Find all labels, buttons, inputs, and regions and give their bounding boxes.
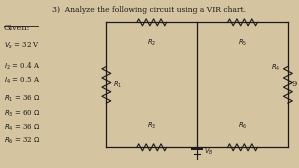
Text: $I_4$ = 0.5 A: $I_4$ = 0.5 A <box>4 76 40 86</box>
Text: $R_1$ = 36 $\Omega$: $R_1$ = 36 $\Omega$ <box>4 94 40 104</box>
Text: $R_5$: $R_5$ <box>238 37 247 48</box>
Text: 3)  Analyze the following circuit using a VIR chart.: 3) Analyze the following circuit using a… <box>53 6 246 14</box>
Text: $R_6$ = 32 $\Omega$: $R_6$ = 32 $\Omega$ <box>4 136 40 146</box>
Text: $R_2$: $R_2$ <box>147 37 156 48</box>
Text: $V_s$ = 32 V: $V_s$ = 32 V <box>4 41 40 51</box>
Text: 9: 9 <box>292 80 297 88</box>
Text: $V_B$: $V_B$ <box>204 146 213 157</box>
Text: $R_4$: $R_4$ <box>271 63 280 73</box>
Text: $R_3$ = 60 $\Omega$: $R_3$ = 60 $\Omega$ <box>4 109 40 119</box>
Text: $R_3$: $R_3$ <box>147 120 156 131</box>
Text: $I_2$ = 0.4 A: $I_2$ = 0.4 A <box>4 61 40 72</box>
Text: Given:: Given: <box>4 24 30 32</box>
Text: $R_6$: $R_6$ <box>238 120 247 131</box>
Text: $R_1$: $R_1$ <box>113 80 122 90</box>
Text: $R_4$ = 36 $\Omega$: $R_4$ = 36 $\Omega$ <box>4 122 40 133</box>
